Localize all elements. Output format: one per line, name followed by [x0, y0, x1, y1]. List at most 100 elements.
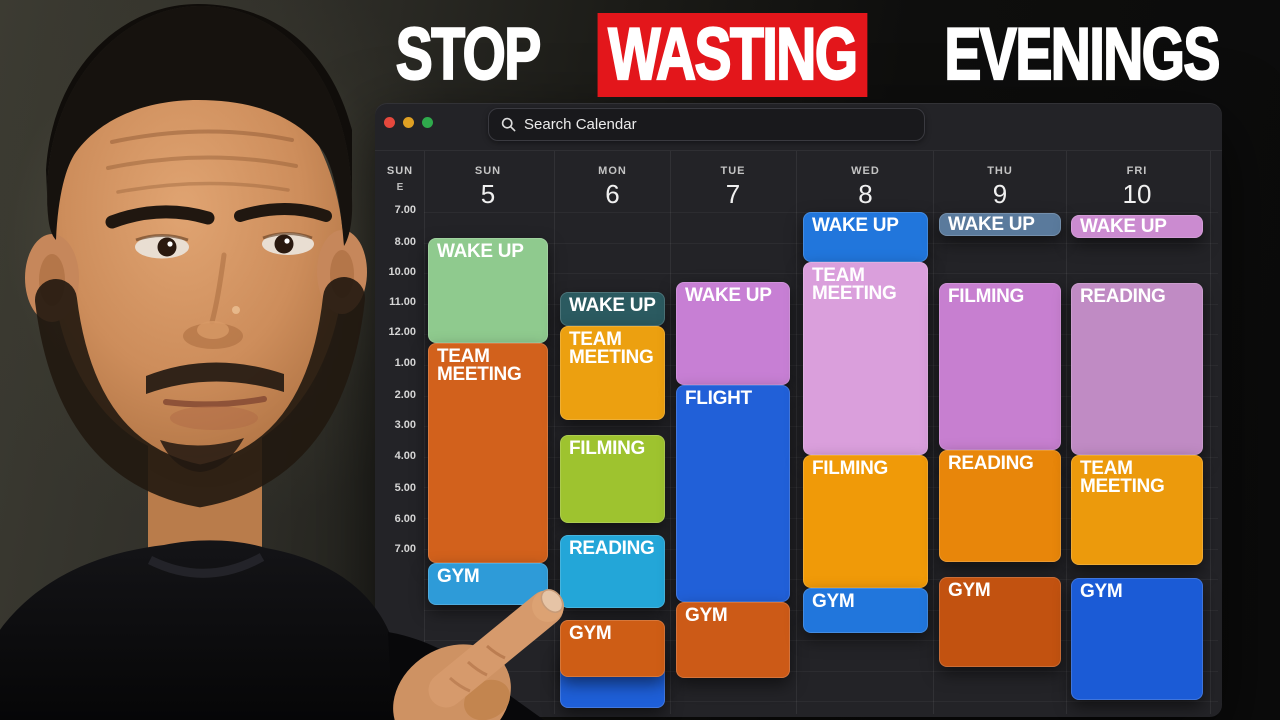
event-label: WAKE UP [1080, 216, 1167, 237]
event-gym[interactable]: GYM [939, 577, 1061, 667]
day-abbr: SUN [474, 165, 502, 177]
day-abbr: FRI [1126, 165, 1148, 177]
time-label: 12.00 [388, 326, 416, 338]
day-number: 7 [725, 179, 741, 209]
event-label: WAKE UP [812, 215, 899, 236]
event-filming[interactable]: FILMING [560, 435, 665, 523]
time-label: 10.00 [388, 266, 416, 278]
event-filming[interactable]: FILMING [803, 455, 928, 588]
event-label: WAKE UP [685, 285, 772, 306]
grid-vline [1066, 151, 1067, 714]
event-label: FLIGHT [685, 388, 752, 409]
day-header-fri[interactable]: FRI 10 [1123, 165, 1152, 210]
event-label: FILMING [812, 458, 888, 479]
grid-hline [424, 701, 1218, 702]
time-label: 3.00 [394, 419, 416, 431]
day-header-mon[interactable]: MON 6 [598, 165, 627, 210]
time-label: 5.00 [394, 482, 416, 494]
day-number: 6 [605, 179, 620, 209]
event-wake-up[interactable]: WAKE UP [428, 238, 548, 343]
event-reading[interactable]: READING [560, 535, 665, 608]
headline-part-1: STOP [395, 13, 542, 96]
headline-part-3: EVENINGS [944, 13, 1222, 96]
day-number: 9 [992, 179, 1008, 209]
time-label: 7.00 [394, 204, 416, 216]
grid-vline [424, 151, 425, 714]
day-header-wed[interactable]: WED 8 [851, 165, 880, 210]
magnifier-icon [501, 117, 516, 132]
minimize-light[interactable] [403, 117, 414, 128]
grid-hline [424, 640, 1218, 641]
grid-hline [424, 671, 1218, 672]
titlebar-divider [375, 150, 1222, 151]
event-label: GYM [569, 623, 612, 644]
event-filming[interactable]: FILMING [939, 283, 1061, 450]
event-label: WAKE UP [569, 295, 656, 316]
event-team-meeting[interactable]: TEAM MEETING [428, 343, 548, 563]
event-label: TEAM MEETING [569, 329, 654, 369]
time-label: 8.00 [394, 236, 416, 248]
grid-vline [1210, 151, 1211, 714]
day-abbr: MON [598, 165, 627, 177]
event-team-meeting[interactable]: TEAM MEETING [560, 326, 665, 420]
day-number: 10 [1122, 179, 1152, 209]
event-label: TEAM MEETING [1080, 458, 1165, 498]
grid-vline [933, 151, 934, 714]
event-label: READING [948, 453, 1034, 474]
day-abbr: WED [851, 165, 880, 177]
time-label: 7.00 [394, 543, 416, 555]
close-light[interactable] [384, 117, 395, 128]
event-gym[interactable]: GYM [676, 602, 790, 678]
time-label: 11.00 [389, 296, 416, 308]
day-header-thu[interactable]: THU 9 [987, 165, 1013, 210]
event-label: GYM [685, 605, 728, 626]
event-gym[interactable]: GYM [428, 563, 548, 605]
event-reading[interactable]: READING [939, 450, 1061, 562]
event-team-meeting[interactable]: TEAM MEETING [803, 262, 928, 455]
event-label: TEAM MEETING [437, 346, 522, 386]
event-gym[interactable]: GYM [1071, 578, 1203, 700]
time-label: 1.00 [394, 357, 416, 369]
grid-vline [554, 151, 555, 714]
event-label: GYM [948, 580, 991, 601]
event-label: READING [569, 538, 655, 559]
gutter-header: SUN E [382, 165, 418, 193]
day-number: 8 [858, 179, 873, 209]
day-abbr: TUE [720, 165, 746, 177]
zoom-light[interactable] [422, 117, 433, 128]
event-label: GYM [1080, 581, 1123, 602]
event-label: FILMING [569, 438, 645, 459]
event-label: GYM [812, 591, 855, 612]
event-label: READING [1080, 286, 1166, 307]
time-label: 4.00 [394, 450, 416, 462]
event-wake-up[interactable]: WAKE UP [560, 292, 665, 326]
event-gym[interactable]: GYM [560, 620, 665, 677]
day-header-sun[interactable]: SUN 5 [475, 165, 501, 210]
event-flight[interactable]: FLIGHT [676, 385, 790, 602]
event-label: GYM [437, 566, 480, 587]
headline-part-2-highlighted: WASTING [597, 13, 867, 97]
event-wake-up[interactable]: WAKE UP [676, 282, 790, 385]
event-wake-up[interactable]: WAKE UP [803, 212, 928, 262]
event-label: TEAM MEETING [812, 265, 897, 305]
time-label: 2.00 [394, 389, 416, 401]
gutter-sub-label: E [396, 182, 404, 193]
day-abbr: THU [987, 165, 1013, 177]
search-placeholder: Search Calendar [524, 116, 637, 133]
grid-vline [670, 151, 671, 714]
event-label: WAKE UP [437, 241, 524, 262]
time-label: 6.00 [394, 513, 416, 525]
day-number: 5 [480, 179, 496, 209]
event-team-meeting[interactable]: TEAM MEETING [1071, 455, 1203, 565]
event-reading[interactable]: READING [1071, 283, 1203, 455]
headline: STOP WASTING EVENINGS [356, 12, 1280, 98]
event-label: WAKE UP [948, 214, 1035, 235]
event-wake-up[interactable]: WAKE UP [939, 213, 1061, 236]
event-wake-up[interactable]: WAKE UP [1071, 215, 1203, 238]
day-header-tue[interactable]: TUE 7 [721, 165, 746, 210]
gutter-day-abbr: SUN [386, 165, 414, 177]
window-traffic-lights [384, 117, 433, 128]
event-gym[interactable]: GYM [803, 588, 928, 633]
search-input[interactable]: Search Calendar [488, 108, 925, 141]
